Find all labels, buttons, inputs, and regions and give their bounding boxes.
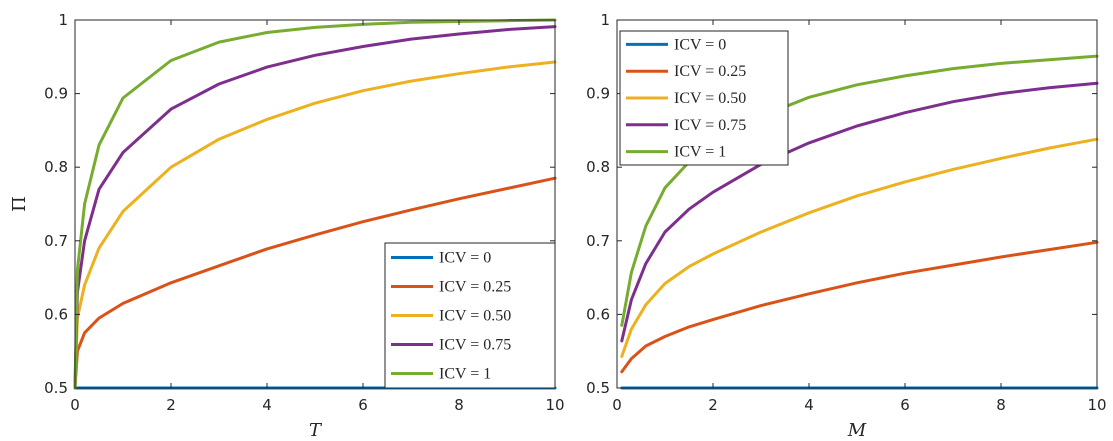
right-axes-box [616, 19, 1098, 389]
left-chart-panel: 0 2 4 6 8 10 0.5 0.6 0.7 0.8 0.9 1 T Π ICV = 0 ICV = 0.… [9, 11, 565, 441]
left-y-tick-label: 0.8 [44, 158, 68, 176]
left-y-tick-label: 1 [58, 11, 68, 29]
left-legend-label: ICV = 1 [439, 366, 491, 383]
right-series-line-2 [620, 137, 1099, 358]
left-legend-label: ICV = 0.25 [439, 279, 511, 296]
right-x-tick-label: 6 [900, 396, 910, 414]
left-x-tick-label: 0 [70, 396, 80, 414]
left-x-axis-label: T [309, 420, 323, 441]
left-legend-label: ICV = 0 [439, 250, 491, 267]
left-x-tick-label: 2 [166, 396, 176, 414]
right-x-tick-label: 8 [996, 396, 1006, 414]
right-y-tick-label: 0.6 [586, 305, 610, 323]
left-x-tick-label: 4 [262, 396, 272, 414]
right-legend-label: ICV = 0.75 [674, 117, 746, 134]
left-y-tick-label: 0.9 [44, 85, 68, 103]
right-series-line-1 [620, 240, 1099, 374]
left-legend-label: ICV = 0.75 [439, 337, 511, 354]
left-axes-box [74, 19, 556, 389]
left-y-tick-label: 0.7 [44, 232, 68, 250]
right-legend: ICV = 0 ICV = 0.25 ICV = 0.50 ICV = 0.75 ICV… [619, 30, 789, 166]
left-y-axis-label: Π [9, 196, 30, 212]
right-chart-panel: 0 2 4 6 8 10 0.5 0.6 0.7 0.8 0.9 1 M ICV = 0 ICV = 0.2… [586, 11, 1106, 441]
left-x-tick-label: 6 [358, 396, 368, 414]
right-y-tick-label: 0.9 [586, 85, 610, 103]
right-x-tick-label: 4 [804, 396, 814, 414]
left-series-line-3 [73, 25, 557, 390]
right-y-tick-label: 0.7 [586, 232, 610, 250]
right-legend-label: ICV = 0.50 [674, 90, 746, 107]
right-y-tick-label: 0.8 [586, 158, 610, 176]
left-series-line-1 [73, 176, 557, 390]
left-y-tick-label: 0.5 [44, 379, 68, 397]
left-series-line-2 [73, 60, 557, 390]
right-legend-label: ICV = 1 [674, 144, 726, 161]
left-y-tick-label: 0.6 [44, 305, 68, 323]
right-x-axis-label: M [847, 420, 867, 441]
right-y-tick-label: 0.5 [586, 379, 610, 397]
right-x-tick-label: 10 [1087, 396, 1106, 414]
right-x-tick-label: 0 [612, 396, 622, 414]
right-x-tick-label: 2 [708, 396, 718, 414]
left-series-line-4 [73, 18, 557, 390]
left-x-tick-label: 10 [545, 396, 564, 414]
left-x-tick-label: 8 [454, 396, 464, 414]
left-legend: ICV = 0 ICV = 0.25 ICV = 0.50 ICV = 0.75 ICV… [384, 242, 556, 389]
right-legend-label: ICV = 0 [674, 36, 726, 53]
right-y-tick-label: 1 [600, 11, 610, 29]
left-legend-label: ICV = 0.50 [439, 308, 511, 325]
right-legend-label: ICV = 0.25 [674, 63, 746, 80]
